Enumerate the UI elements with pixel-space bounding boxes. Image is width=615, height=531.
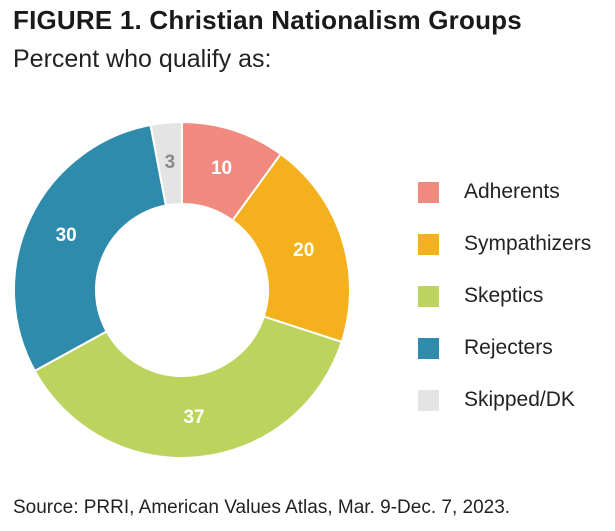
legend-item-skeptics: Skeptics [418, 270, 591, 322]
chart-legend: Adherents Sympathizers Skeptics Rejecters Sk… [418, 166, 591, 426]
legend-swatch [418, 285, 439, 307]
figure-subtitle: Percent who qualify as: [13, 45, 272, 73]
slice-label-skipped-dk: 3 [165, 152, 176, 173]
legend-label: Skeptics [464, 284, 544, 307]
legend-swatch [418, 337, 439, 359]
slice-label-rejecters: 30 [56, 225, 77, 246]
legend-swatch [418, 389, 439, 411]
source-note: Source: PRRI, American Values Atlas, Mar… [13, 497, 511, 518]
legend-item-skipped-dk: Skipped/DK [418, 374, 591, 426]
legend-item-adherents: Adherents [418, 166, 591, 218]
legend-label: Sympathizers [464, 232, 592, 255]
legend-swatch [418, 233, 439, 255]
legend-swatch [418, 181, 439, 203]
legend-item-rejecters: Rejecters [418, 322, 591, 374]
legend-label: Rejecters [464, 336, 553, 359]
slice-rejecters [13, 123, 168, 373]
slice-sympathizers [231, 152, 351, 344]
slice-label-skeptics: 37 [183, 407, 204, 428]
slice-label-sympathizers: 20 [293, 240, 314, 261]
slice-label-adherents: 10 [211, 158, 232, 179]
legend-label: Skipped/DK [464, 388, 575, 411]
figure-title: FIGURE 1. Christian Nationalism Groups [13, 5, 522, 35]
slice-skeptics [33, 315, 344, 459]
donut-chart: 10 20 37 30 3 [13, 120, 351, 459]
slice-skipped-dk [149, 120, 183, 207]
legend-item-sympathizers: Sympathizers [418, 218, 591, 270]
legend-label: Adherents [464, 180, 560, 203]
